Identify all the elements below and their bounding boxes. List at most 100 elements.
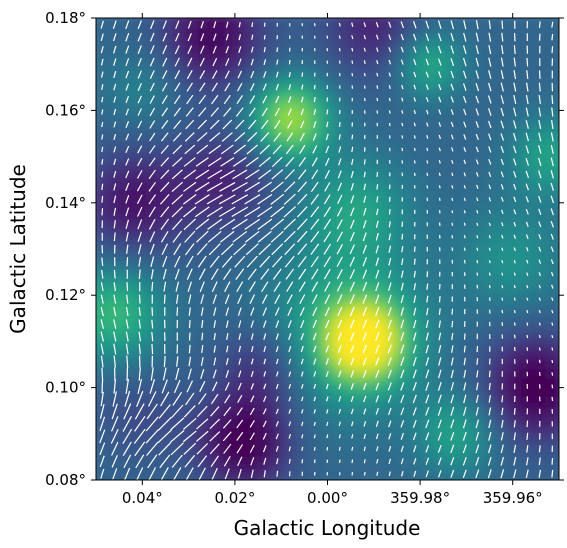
heatmap-cell xyxy=(426,188,437,199)
heatmap-cell xyxy=(356,118,367,129)
polarization-vector xyxy=(273,281,281,292)
heatmap-cell xyxy=(286,288,297,299)
polarization-vector xyxy=(137,108,143,116)
heatmap-cell xyxy=(526,168,537,179)
polarization-vector xyxy=(137,83,142,92)
polarization-vector xyxy=(283,206,296,218)
heatmap-cell xyxy=(476,238,487,249)
polarization-vector xyxy=(257,193,273,205)
heatmap-cell xyxy=(366,208,377,219)
polarization-vector xyxy=(258,156,271,168)
heatmap-cell xyxy=(466,248,477,259)
polarization-vector xyxy=(351,146,354,153)
heatmap-cell xyxy=(146,138,157,149)
polarization-vector xyxy=(438,197,441,201)
polarization-vector xyxy=(488,431,492,441)
polarization-vector xyxy=(200,368,205,379)
polarization-vector xyxy=(113,108,117,116)
heatmap-cell xyxy=(106,378,117,389)
polarization-vector xyxy=(413,307,417,316)
polarization-vector xyxy=(196,405,208,418)
y-tick-label: 0.16° xyxy=(45,101,86,119)
heatmap-cell xyxy=(276,258,287,269)
polarization-vector xyxy=(235,268,245,280)
heatmap-cell xyxy=(156,368,167,379)
heatmap-cell xyxy=(476,248,487,259)
polarization-vector xyxy=(244,194,261,205)
polarization-vector xyxy=(500,469,505,479)
polarization-vector xyxy=(388,257,392,266)
heatmap-cell xyxy=(256,458,267,469)
polarization-vector xyxy=(244,206,261,218)
heatmap-cell xyxy=(196,438,207,449)
polarization-vector xyxy=(463,146,467,152)
polarization-vector xyxy=(550,132,554,142)
heatmap-cell xyxy=(196,418,207,429)
heatmap-cell xyxy=(556,478,559,480)
heatmap-cell xyxy=(176,258,187,269)
heatmap-cell xyxy=(236,228,247,239)
heatmap-cell xyxy=(486,258,497,269)
heatmap-cell xyxy=(286,338,297,349)
heatmap-cell xyxy=(136,38,147,49)
heatmap-cell xyxy=(476,148,487,159)
heatmap-cell xyxy=(326,458,337,469)
heatmap-cell xyxy=(526,298,537,309)
heatmap-cell xyxy=(196,288,207,299)
heatmap-cell xyxy=(466,438,477,449)
polarization-vector xyxy=(184,230,196,243)
polarization-vector xyxy=(438,185,441,189)
heatmap-cell xyxy=(156,278,167,289)
heatmap-cell xyxy=(456,298,467,309)
heatmap-cell xyxy=(276,488,287,499)
heatmap-cell xyxy=(156,268,167,279)
heatmap-cell xyxy=(496,98,507,109)
polarization-vector xyxy=(222,431,232,442)
polarization-vector xyxy=(112,20,117,29)
heatmap-cell xyxy=(206,18,217,29)
heatmap-cell xyxy=(336,318,347,329)
heatmap-cell xyxy=(426,368,437,379)
polarization-vector xyxy=(310,193,319,205)
heatmap-cell xyxy=(406,18,417,29)
heatmap-cell xyxy=(186,438,197,449)
heatmap-cell xyxy=(246,208,257,219)
heatmap-cell xyxy=(376,178,387,189)
heatmap-cell xyxy=(176,138,187,149)
polarization-vector xyxy=(183,442,197,455)
heatmap-cell xyxy=(306,348,317,359)
heatmap-cell xyxy=(176,308,187,319)
heatmap-cell xyxy=(466,118,477,129)
polarization-vector xyxy=(209,443,220,455)
heatmap-cell xyxy=(156,78,167,89)
heatmap-cell xyxy=(526,318,537,329)
polarization-vector xyxy=(223,107,232,117)
heatmap-cell xyxy=(436,38,447,49)
heatmap-cell xyxy=(536,318,547,329)
heatmap-cell xyxy=(436,388,447,399)
heatmap-cell xyxy=(246,198,257,209)
heatmap-cell xyxy=(416,258,427,269)
heatmap-cell xyxy=(366,38,377,49)
heatmap-cell xyxy=(256,228,267,239)
heatmap-cell xyxy=(466,108,477,119)
polarization-vector xyxy=(438,96,442,103)
polarization-vector xyxy=(451,345,454,353)
polarization-vector xyxy=(183,157,196,167)
heatmap-cell xyxy=(336,18,347,19)
polarization-vector xyxy=(245,230,260,243)
heatmap-cell xyxy=(256,308,267,319)
polarization-vector xyxy=(150,269,154,280)
heatmap-cell xyxy=(346,28,357,39)
polarization-vector xyxy=(400,407,405,416)
heatmap-cell xyxy=(356,288,367,299)
polarization-vector xyxy=(462,70,467,79)
heatmap-cell xyxy=(356,98,367,109)
polarization-vector xyxy=(113,170,117,178)
polarization-vector xyxy=(437,470,442,478)
heatmap-cell xyxy=(476,298,487,309)
polarization-vector xyxy=(351,60,354,64)
polarization-vector xyxy=(225,320,229,328)
polarization-vector xyxy=(162,20,167,30)
heatmap-cell xyxy=(536,388,547,399)
